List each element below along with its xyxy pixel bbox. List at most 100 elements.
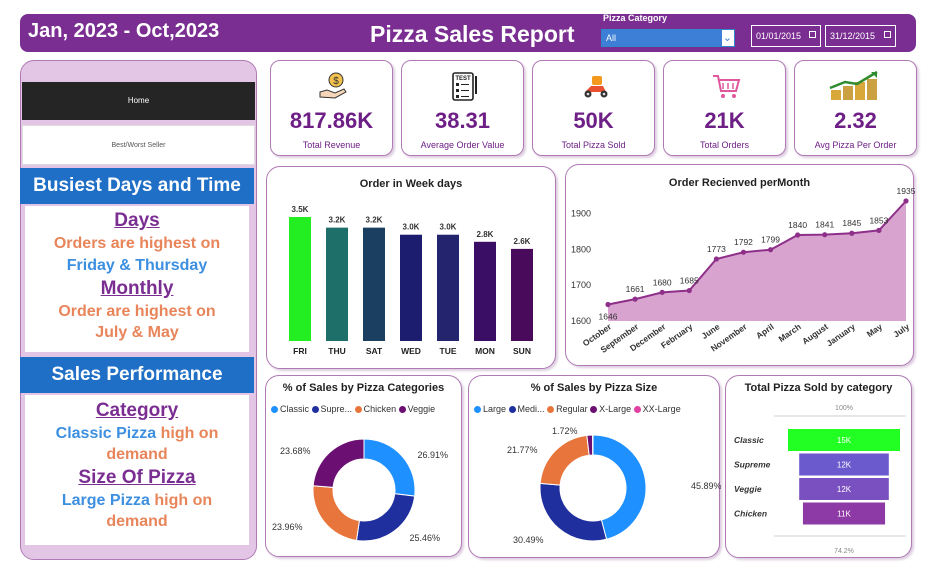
kpi-value: 50K bbox=[573, 108, 614, 133]
bottom-label: 74.2% bbox=[834, 548, 854, 555]
data-label: 3.5K bbox=[292, 205, 309, 214]
weekday-chart-plot: 3.5K FRI 3.2K THU 3.2K SAT 3.0K WED 3.0K TUE 2.8K M… bbox=[289, 205, 533, 356]
category-select[interactable]: All ⌄ bbox=[601, 29, 735, 47]
x-tick-label: July bbox=[891, 321, 911, 339]
category-funnel-plot: 100% 15K Classic 12K Supreme 12K Veggie 11K Chic… bbox=[734, 405, 906, 555]
tick-label: THU bbox=[328, 346, 345, 356]
legend-label: Chicken bbox=[363, 404, 397, 414]
size-donut-plot: 45.89% 30.49% 21.77% 1.72% bbox=[507, 426, 721, 545]
y-tick-label: 1800 bbox=[571, 244, 591, 254]
tick-label: MON bbox=[475, 346, 495, 356]
pizza-sold-by-category-chart: Total Pizza Sold by category 100% 15K Clas… bbox=[725, 375, 912, 558]
legend-dot bbox=[547, 406, 555, 413]
size-title: Size Of Pizza bbox=[78, 467, 196, 488]
x-tick-label: May bbox=[865, 321, 885, 339]
legend-label: Classic bbox=[280, 404, 310, 414]
chart-title: Total Pizza Sold by category bbox=[744, 382, 893, 394]
sales-performance-body: Category Classic Pizza high on demand Si… bbox=[25, 395, 249, 545]
funnel-bar bbox=[799, 478, 889, 500]
days-line2: Friday & Thursday bbox=[66, 257, 208, 274]
svg-text:$: $ bbox=[333, 76, 339, 87]
funnel-bar bbox=[788, 429, 900, 451]
size-highlight: Large Pizza bbox=[61, 492, 150, 509]
x-tick-label: January bbox=[825, 321, 858, 348]
category-highlight: Classic Pizza bbox=[55, 425, 157, 442]
busiest-heading: Busiest Days and Time bbox=[20, 168, 254, 204]
donut-slice bbox=[355, 493, 416, 542]
data-label: 1680 bbox=[653, 277, 672, 287]
svg-text:TEST: TEST bbox=[455, 76, 471, 82]
kpi-label: Total Revenue bbox=[302, 140, 361, 150]
slice-label: 26.91% bbox=[417, 450, 448, 460]
chevron-down-icon: ⌄ bbox=[722, 32, 732, 44]
kpi-value: 38.31 bbox=[434, 108, 491, 133]
data-label: 3.0K bbox=[440, 223, 457, 232]
category-filter-label: Pizza Category bbox=[603, 13, 668, 23]
tick-label: SAT bbox=[366, 346, 383, 356]
kpi-value: 2.32 bbox=[834, 108, 877, 133]
monthly-line2: July & May bbox=[95, 324, 179, 341]
start-date-field[interactable]: 01/01/2015 bbox=[751, 25, 821, 47]
end-date-field[interactable]: 31/12/2015 bbox=[825, 25, 896, 47]
chart-title: % of Sales by Pizza Size bbox=[530, 382, 658, 394]
legend-label: Veggie bbox=[407, 404, 436, 414]
legend-label: Large bbox=[483, 404, 507, 414]
end-date-value: 31/12/2015 bbox=[830, 31, 876, 41]
chart-title: % of Sales by Pizza Categories bbox=[282, 382, 445, 394]
shopping-cart-icon bbox=[713, 75, 741, 98]
data-point bbox=[713, 256, 719, 262]
best-worst-seller-button[interactable]: Best/Worst Seller bbox=[22, 125, 255, 165]
delivery-scooter-icon bbox=[584, 76, 608, 98]
start-date-value: 01/01/2015 bbox=[756, 31, 802, 41]
monthly-chart-plot: 16001700180019001646October1661September… bbox=[571, 186, 915, 355]
chart-title: Order Recienved perMonth bbox=[668, 177, 811, 189]
bar bbox=[326, 227, 348, 341]
data-point bbox=[795, 232, 801, 238]
donut-slice bbox=[539, 434, 590, 486]
y-tick-label: 1900 bbox=[571, 209, 591, 219]
size-legend: Large Medi... Regular X-Large XX-Large bbox=[474, 404, 681, 414]
test-clipboard-icon: TEST bbox=[452, 72, 477, 101]
area-fill bbox=[608, 201, 906, 321]
data-label: 1773 bbox=[707, 244, 726, 254]
donut-slice bbox=[312, 485, 360, 542]
donut-slice bbox=[363, 438, 416, 497]
kpi-label: Average Order Value bbox=[420, 140, 505, 150]
legend-dot bbox=[474, 406, 481, 413]
category-label: Veggie bbox=[734, 484, 762, 494]
header-bar bbox=[20, 14, 916, 52]
funnel-bar bbox=[802, 502, 886, 525]
days-line1: Orders are highest on bbox=[53, 235, 221, 252]
date-range: Jan, 2023 - Oct,2023 bbox=[28, 20, 220, 42]
data-label: 1646 bbox=[599, 312, 618, 322]
category-select-value: All bbox=[602, 30, 722, 46]
revenue-icon: $ bbox=[319, 72, 347, 99]
category-label: Classic bbox=[734, 435, 764, 445]
donut-slice bbox=[539, 482, 608, 542]
kpi-label: Total Pizza Sold bbox=[561, 140, 626, 150]
kpi-label: Avg Pizza Per Order bbox=[814, 140, 897, 150]
weekday-orders-chart: Order in Week days 3.5K FRI 3.2K THU 3.2K SAT… bbox=[266, 166, 556, 369]
x-tick-label: March bbox=[777, 321, 803, 344]
data-label: 1685 bbox=[680, 276, 699, 286]
bar bbox=[511, 248, 533, 341]
slice-label: 45.89% bbox=[691, 481, 721, 491]
legend-dot bbox=[398, 406, 406, 413]
legend-label: Regular bbox=[556, 404, 588, 414]
category-label: Supreme bbox=[734, 460, 771, 470]
data-point bbox=[767, 247, 774, 253]
bar bbox=[474, 241, 496, 341]
bar bbox=[363, 227, 385, 341]
home-button[interactable]: Home bbox=[22, 82, 255, 120]
data-label: 1845 bbox=[842, 218, 861, 228]
kpi-card-average-order-value: TEST 38.31 Average Order Value bbox=[401, 60, 524, 156]
category-sales-donut: % of Sales by Pizza Categories Classic S… bbox=[265, 375, 462, 557]
legend-dot bbox=[311, 406, 319, 413]
data-label: 2.8K bbox=[477, 230, 494, 239]
data-point bbox=[605, 301, 611, 308]
coins-growth-icon bbox=[829, 70, 878, 100]
data-label: 1840 bbox=[788, 220, 807, 230]
legend-dot bbox=[590, 406, 598, 413]
sales-performance-heading: Sales Performance bbox=[20, 357, 254, 393]
monthly-title: Monthly bbox=[100, 278, 174, 299]
